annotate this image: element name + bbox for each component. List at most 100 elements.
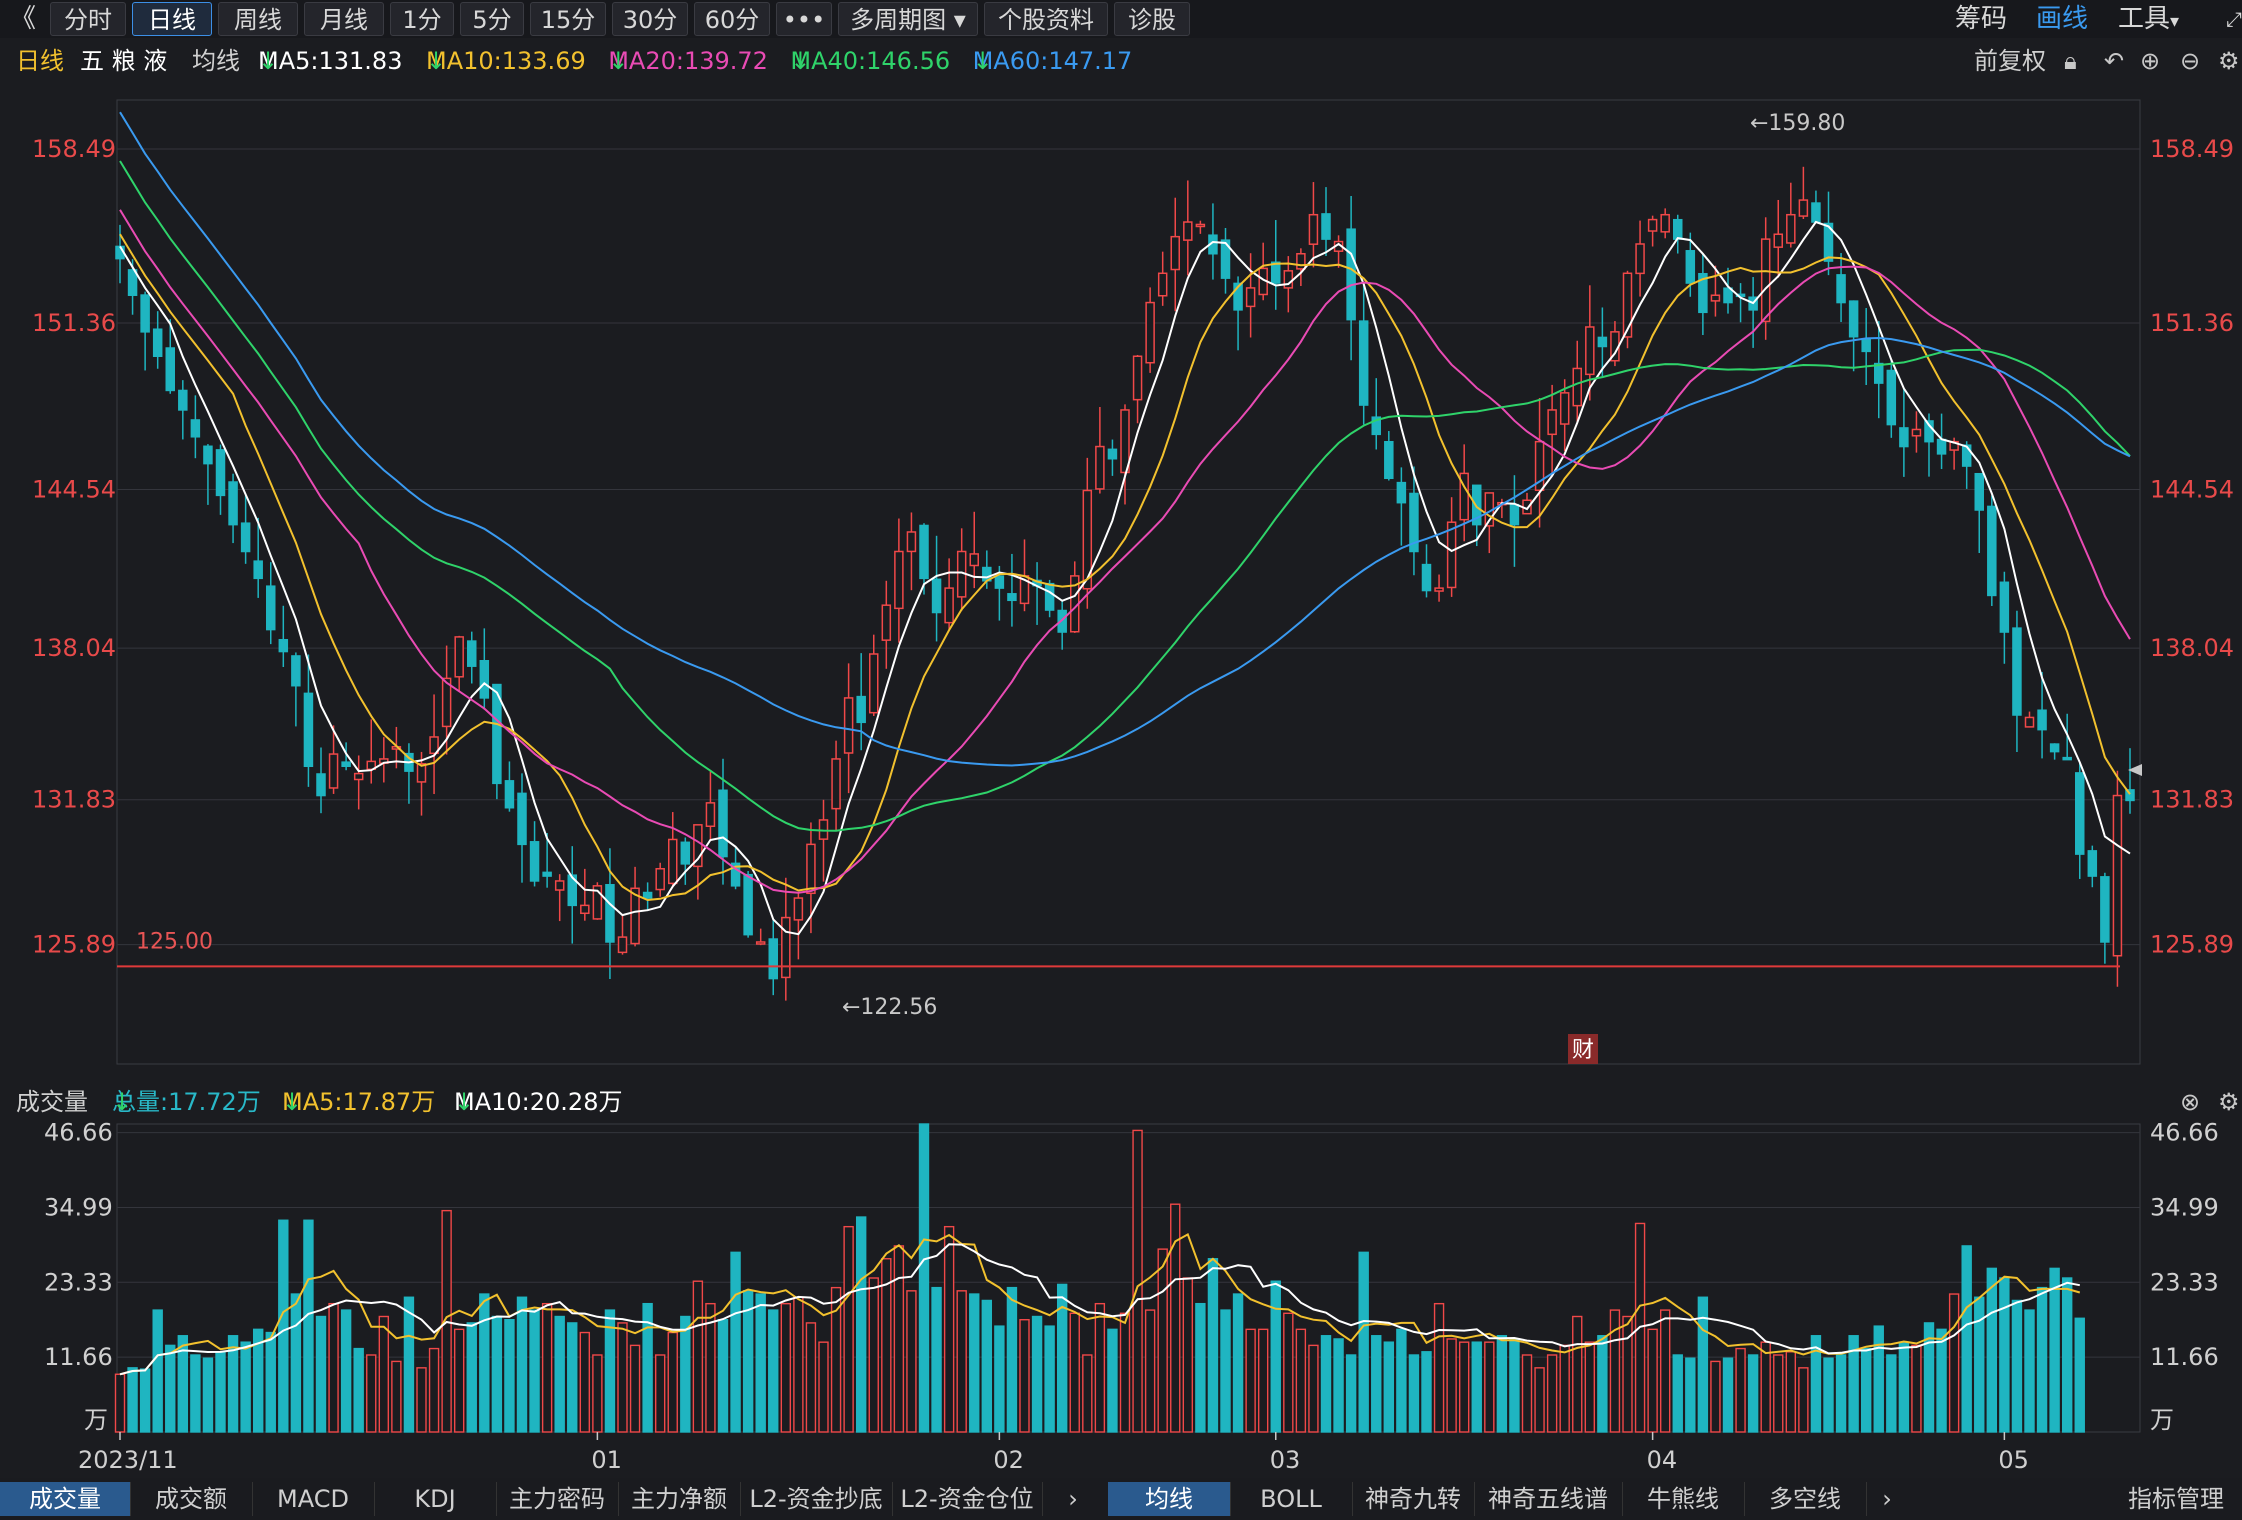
volume-bar[interactable]	[1358, 1251, 1369, 1433]
candle[interactable]	[1760, 238, 1771, 323]
chevron-right-icon[interactable]: ›	[1068, 1485, 1078, 1513]
volume-bar[interactable]	[315, 1315, 327, 1433]
candle[interactable]	[1170, 235, 1180, 271]
back-button[interactable]: 《	[10, 4, 37, 34]
candle[interactable]	[806, 843, 816, 895]
volume-bar[interactable]	[1458, 1341, 1470, 1433]
volume-bar[interactable]	[855, 1216, 867, 1433]
volume-bar[interactable]	[1873, 1325, 1884, 1433]
volume-bar[interactable]	[1559, 1344, 1570, 1433]
volume-bar[interactable]	[1157, 1248, 1168, 1433]
candle[interactable]	[1723, 287, 1733, 304]
candle[interactable]	[1358, 320, 1369, 406]
candle[interactable]	[2049, 743, 2060, 753]
candle[interactable]	[906, 531, 917, 553]
overlay-tab[interactable]: 神奇九转	[1352, 1482, 1475, 1516]
volume-bar[interactable]	[1220, 1309, 1231, 1433]
volume-bar[interactable]	[918, 1123, 930, 1433]
candle[interactable]	[668, 838, 678, 885]
candle[interactable]	[1597, 336, 1608, 348]
candle[interactable]	[353, 772, 364, 781]
volume-bar[interactable]	[1810, 1335, 1822, 1433]
volume-bar[interactable]	[881, 1258, 892, 1433]
candle[interactable]	[781, 916, 791, 979]
candle[interactable]	[2087, 850, 2098, 877]
candle[interactable]	[869, 653, 879, 714]
period-tab[interactable]: 1分	[390, 2, 454, 36]
volume-bar[interactable]	[793, 1296, 804, 1433]
volume-bar[interactable]	[1760, 1341, 1771, 1433]
indicator-tab[interactable]: 成交量	[0, 1482, 131, 1516]
candle[interactable]	[617, 936, 628, 954]
volume-bar[interactable]	[1144, 1309, 1156, 1433]
volume-bar[interactable]	[1710, 1360, 1721, 1433]
candle[interactable]	[1786, 213, 1796, 244]
candle[interactable]	[1773, 233, 1783, 248]
volume-bar[interactable]	[1823, 1357, 1834, 1433]
volume-bar[interactable]	[2011, 1299, 2023, 1433]
candle[interactable]	[1836, 274, 1846, 304]
candle[interactable]	[542, 871, 552, 877]
candle[interactable]	[2100, 876, 2110, 943]
volume-bar[interactable]	[1207, 1258, 1219, 1433]
period-tab[interactable]: 15分	[530, 2, 606, 36]
candle[interactable]	[1698, 273, 1708, 314]
volume-bar[interactable]	[1647, 1328, 1658, 1433]
volume-bar[interactable]	[592, 1354, 603, 1433]
volume-bar[interactable]	[1433, 1302, 1445, 1433]
volume-bar[interactable]	[654, 1354, 666, 1433]
volume-bar[interactable]	[1270, 1280, 1281, 1433]
volume-bar[interactable]	[2024, 1309, 2035, 1433]
volume-bar[interactable]	[667, 1331, 678, 1433]
volume-bar[interactable]	[1986, 1267, 1998, 1433]
volume-bar[interactable]	[1396, 1328, 1407, 1433]
period-tab[interactable]: •••	[776, 2, 832, 36]
volume-bar[interactable]	[1785, 1351, 1797, 1433]
volume-bar[interactable]	[278, 1219, 289, 1433]
volume-bar[interactable]	[1484, 1341, 1495, 1433]
volume-bar[interactable]	[981, 1299, 993, 1433]
volume-bar[interactable]	[956, 1290, 967, 1433]
candle[interactable]	[178, 389, 188, 411]
candle[interactable]	[655, 868, 665, 891]
volume-bar[interactable]	[1848, 1335, 1859, 1433]
volume-bar[interactable]	[466, 1322, 477, 1433]
volume-bar[interactable]	[579, 1331, 591, 1433]
volume-bar[interactable]	[943, 1225, 955, 1433]
chevron-right-icon[interactable]: ›	[1882, 1485, 1892, 1513]
volume-bar[interactable]	[1597, 1335, 1608, 1433]
volume-bar[interactable]	[1509, 1338, 1520, 1433]
candle[interactable]	[944, 587, 954, 624]
candle[interactable]	[1421, 563, 1432, 592]
candle[interactable]	[2024, 716, 2035, 728]
candle[interactable]	[303, 692, 314, 768]
volume-bar[interactable]	[165, 1344, 176, 1433]
volume-bar[interactable]	[2036, 1286, 2048, 1433]
candle[interactable]	[894, 550, 904, 610]
overlay-tab[interactable]: 均线	[1108, 1482, 1231, 1516]
volume-bar[interactable]	[1496, 1335, 1508, 1433]
volume-bar[interactable]	[2074, 1317, 2085, 1433]
candle[interactable]	[1082, 489, 1093, 590]
overlay-tab[interactable]: BOLL	[1230, 1482, 1353, 1516]
candle[interactable]	[592, 885, 603, 920]
volume-bar[interactable]	[541, 1302, 553, 1433]
candle[interactable]	[1635, 243, 1645, 275]
volume-bar[interactable]	[567, 1322, 578, 1433]
candle[interactable]	[1673, 218, 1683, 240]
volume-bar[interactable]	[240, 1341, 251, 1433]
volume-bar[interactable]	[1094, 1302, 1106, 1433]
volume-bar[interactable]	[1308, 1344, 1319, 1433]
volume-bar[interactable]	[1860, 1347, 1872, 1433]
candle[interactable]	[479, 660, 490, 699]
volume-bar[interactable]	[1232, 1293, 1244, 1433]
candle[interactable]	[605, 884, 615, 943]
indicator-tab[interactable]: 主力密码	[496, 1482, 619, 1516]
volume-bar[interactable]	[1747, 1354, 1759, 1433]
candle[interactable]	[1220, 239, 1231, 279]
volume-bar[interactable]	[428, 1347, 440, 1433]
overlay-tab[interactable]: 神奇五线谱	[1474, 1482, 1623, 1516]
candle[interactable]	[693, 824, 703, 868]
candle[interactable]	[140, 294, 150, 333]
volume-bar[interactable]	[805, 1322, 817, 1433]
